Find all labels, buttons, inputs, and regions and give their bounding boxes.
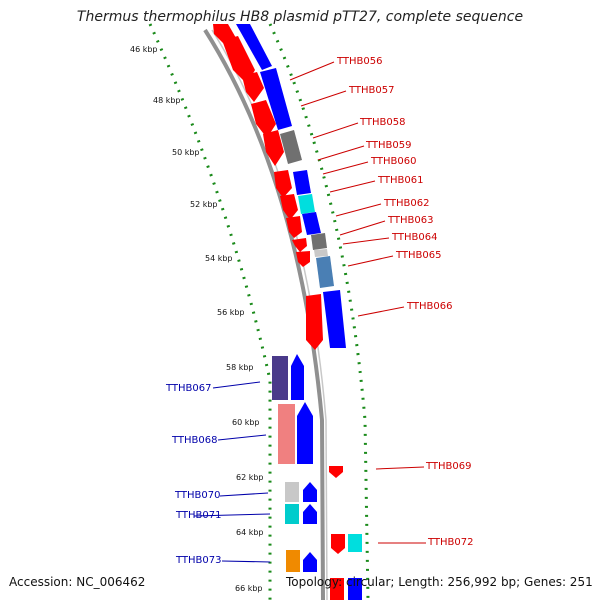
gene-block — [331, 534, 345, 554]
gene-block — [348, 534, 362, 552]
tick-label: 50 kbp — [172, 148, 200, 157]
tick-label: 60 kbp — [232, 418, 260, 427]
gene-block — [251, 100, 276, 138]
gene-block — [291, 354, 304, 400]
gene-block — [306, 294, 323, 350]
gene-labels-left: TTHB067 TTHB068 TTHB070 TTHB071 TTHB073 — [165, 383, 222, 566]
gene-label: TTHB070 — [174, 490, 221, 501]
gene-block — [272, 356, 288, 400]
gene-block — [292, 238, 307, 252]
gene-block — [296, 251, 310, 267]
tick-label: 52 kbp — [190, 200, 218, 209]
gene-label: TTHB067 — [165, 383, 212, 394]
tick-label: 46 kbp — [130, 45, 158, 54]
gene-block — [222, 36, 255, 84]
topology-text: Topology: circular; Length: 256,992 bp; … — [286, 575, 593, 589]
tick-label: 58 kbp — [226, 363, 254, 372]
tick-label: 56 kbp — [217, 308, 245, 317]
gene-block — [280, 130, 302, 164]
gene-blocks-right — [213, 24, 362, 600]
gene-block — [303, 552, 317, 572]
gene-blocks-left — [272, 354, 317, 572]
gene-callouts-left — [193, 381, 271, 563]
gene-block — [311, 233, 327, 250]
gene-block — [330, 578, 344, 600]
gene-label: TTHB066 — [406, 301, 453, 312]
gene-block — [285, 504, 299, 524]
gene-label: TTHB062 — [383, 198, 430, 209]
tick-label: 62 kbp — [236, 473, 264, 482]
gene-block — [298, 194, 315, 214]
gene-block — [314, 249, 328, 257]
map-title: Thermus thermophilus HB8 plasmid pTT27, … — [76, 9, 524, 25]
tick-label: 48 kbp — [153, 96, 181, 105]
gene-block — [303, 504, 317, 524]
gene-block — [280, 194, 298, 220]
tick-label: 66 kbp — [235, 584, 263, 593]
gene-block — [263, 130, 284, 166]
gene-label: TTHB071 — [175, 510, 222, 521]
gene-label: TTHB064 — [391, 232, 438, 243]
gene-block — [286, 550, 300, 572]
gene-label: TTHB065 — [395, 250, 442, 261]
accession-text: Accession: NC_006462 — [9, 575, 146, 589]
gene-block — [286, 216, 302, 238]
gene-block — [323, 290, 346, 348]
gene-block — [329, 466, 343, 478]
gene-label: TTHB068 — [171, 435, 218, 446]
gene-label: TTHB059 — [365, 140, 412, 151]
gene-label: TTHB069 — [425, 461, 472, 472]
gene-block — [316, 256, 334, 288]
gene-block — [297, 402, 313, 464]
gene-label: TTHB073 — [175, 555, 222, 566]
gene-block — [302, 212, 321, 235]
gene-label: TTHB057 — [348, 85, 395, 96]
gene-label: TTHB058 — [359, 117, 406, 128]
gene-block — [348, 578, 362, 600]
gene-label: TTHB060 — [370, 156, 417, 167]
gene-block — [278, 404, 295, 464]
gene-block — [236, 24, 272, 70]
gene-block — [260, 68, 292, 130]
gene-block — [293, 170, 311, 195]
gene-label: TTHB056 — [336, 56, 383, 67]
gene-label: TTHB061 — [377, 175, 424, 186]
gene-block — [242, 72, 264, 102]
gene-label: TTHB063 — [387, 215, 434, 226]
gene-callouts-right — [289, 61, 426, 544]
gene-block — [303, 482, 317, 502]
axis-ticks: 46 kbp 48 kbp 50 kbp 52 kbp 54 kbp 56 kb… — [130, 45, 264, 593]
gene-block — [285, 482, 299, 502]
gene-label: TTHB072 — [427, 537, 474, 548]
tick-label: 64 kbp — [236, 528, 264, 537]
dotted-ring-left — [148, 23, 272, 600]
tick-label: 54 kbp — [205, 254, 233, 263]
gene-labels-right: TTHB056 TTHB057 TTHB058 TTHB059 TTHB060 … — [336, 56, 474, 548]
gene-block — [274, 170, 292, 198]
